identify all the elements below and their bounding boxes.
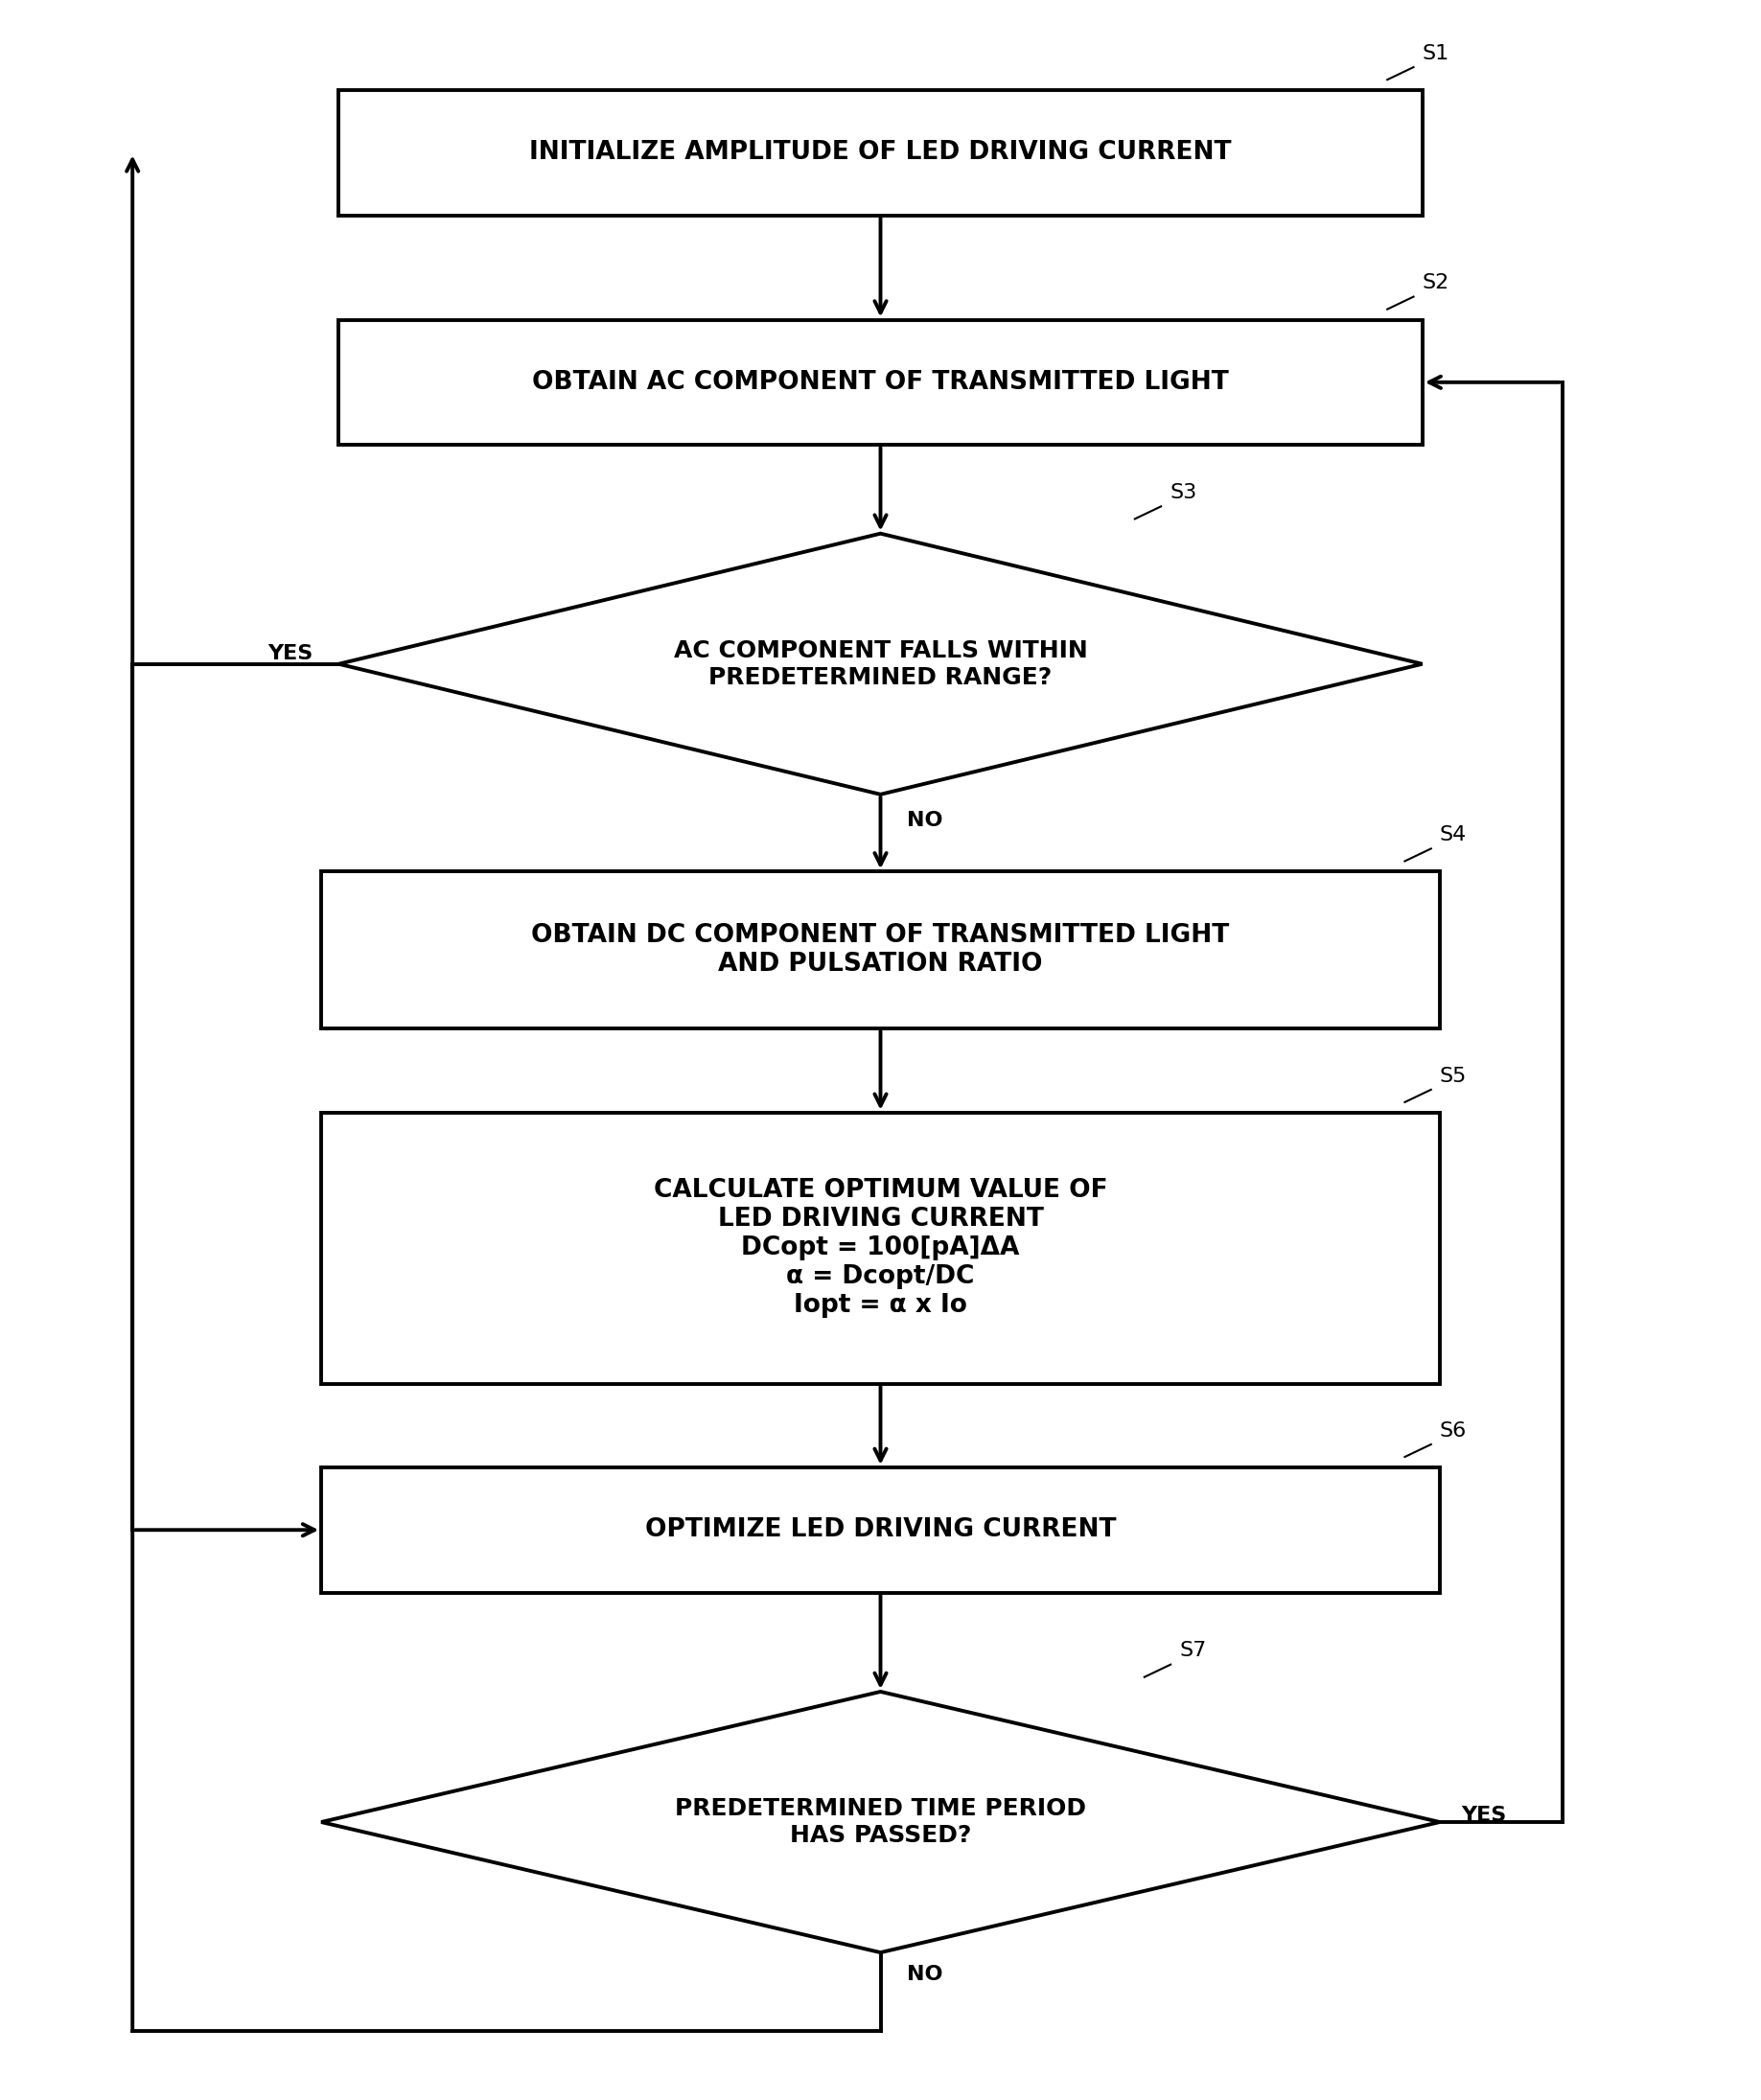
Bar xyxy=(321,1113,1440,1384)
Bar xyxy=(338,319,1423,445)
Text: YES: YES xyxy=(268,645,312,664)
Text: S5: S5 xyxy=(1440,1067,1467,1086)
Text: INITIALIZE AMPLITUDE OF LED DRIVING CURRENT: INITIALIZE AMPLITUDE OF LED DRIVING CURR… xyxy=(530,141,1231,166)
Bar xyxy=(338,90,1423,216)
Text: S4: S4 xyxy=(1440,825,1467,844)
Polygon shape xyxy=(338,533,1423,794)
Text: OBTAIN DC COMPONENT OF TRANSMITTED LIGHT
AND PULSATION RATIO: OBTAIN DC COMPONENT OF TRANSMITTED LIGHT… xyxy=(532,924,1229,977)
Text: NO: NO xyxy=(907,1966,942,1984)
Text: NO: NO xyxy=(907,811,942,830)
Polygon shape xyxy=(321,1693,1440,1953)
Bar xyxy=(321,872,1440,1029)
Text: OPTIMIZE LED DRIVING CURRENT: OPTIMIZE LED DRIVING CURRENT xyxy=(645,1518,1116,1541)
Text: OBTAIN AC COMPONENT OF TRANSMITTED LIGHT: OBTAIN AC COMPONENT OF TRANSMITTED LIGHT xyxy=(532,370,1229,395)
Text: S3: S3 xyxy=(1169,483,1197,502)
Text: S7: S7 xyxy=(1180,1642,1206,1661)
Text: PREDETERMINED TIME PERIOD
HAS PASSED?: PREDETERMINED TIME PERIOD HAS PASSED? xyxy=(674,1798,1087,1846)
Text: AC COMPONENT FALLS WITHIN
PREDETERMINED RANGE?: AC COMPONENT FALLS WITHIN PREDETERMINED … xyxy=(673,638,1088,689)
Text: S1: S1 xyxy=(1423,44,1449,63)
Text: S6: S6 xyxy=(1440,1422,1467,1441)
Text: CALCULATE OPTIMUM VALUE OF
LED DRIVING CURRENT
DCopt = 100[pA]ΔA
α = Dcopt/DC
Io: CALCULATE OPTIMUM VALUE OF LED DRIVING C… xyxy=(653,1178,1108,1319)
Text: YES: YES xyxy=(1460,1806,1506,1825)
Text: S2: S2 xyxy=(1423,273,1449,292)
Bar xyxy=(321,1468,1440,1592)
